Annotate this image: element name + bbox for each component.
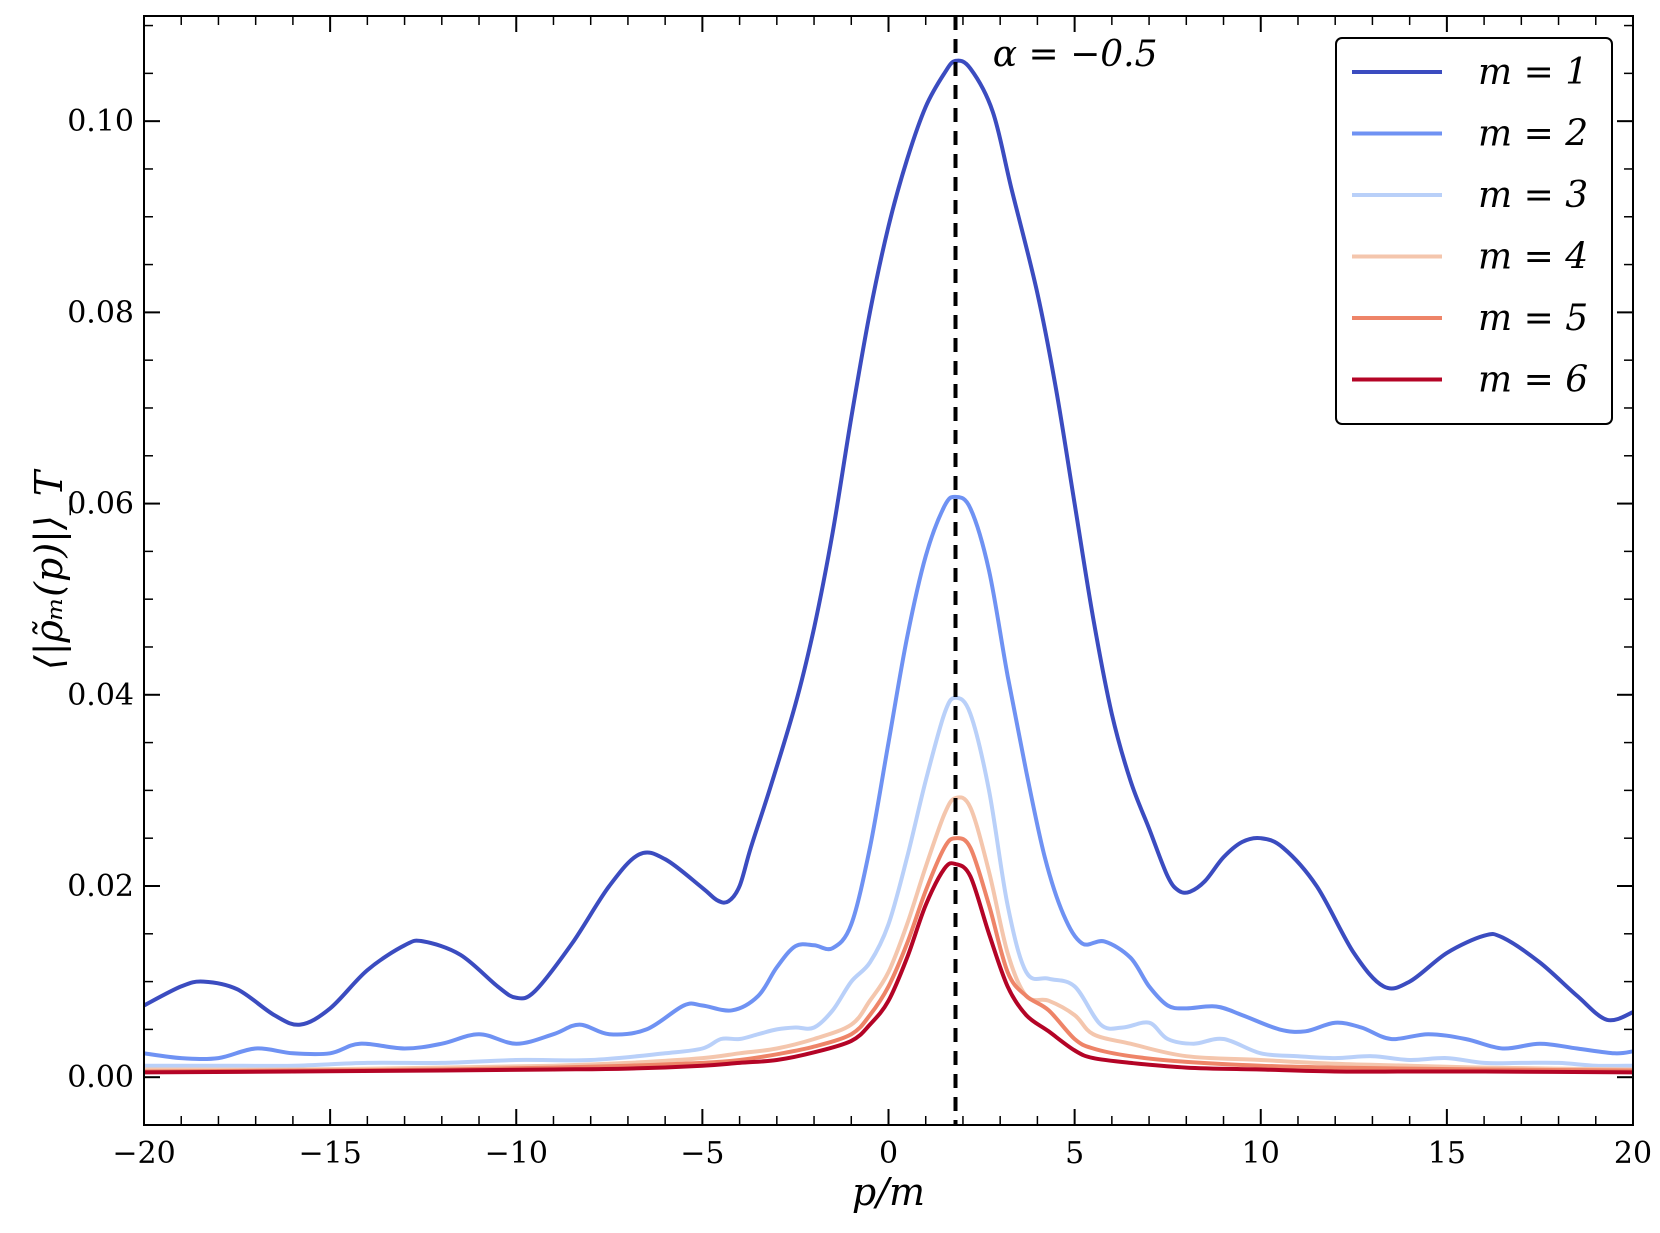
series-line-m5 [144, 836, 1633, 1074]
y-tick-label: 0.02 [67, 869, 134, 904]
series-curves [144, 58, 1633, 1075]
x-tick-label: −5 [680, 1136, 724, 1171]
x-tick-label: 10 [1242, 1136, 1280, 1171]
y-tick-labels: 0.00 0.02 0.04 0.06 0.08 0.10 [67, 104, 134, 1095]
axis-ticks [143, 16, 1634, 1126]
y-tick-label: 0.06 [67, 487, 134, 522]
y-tick-label: 0.04 [67, 678, 134, 713]
plot-frame [143, 15, 1634, 1126]
legend-label: m = 3 [1478, 175, 1588, 216]
x-tick-label: 20 [1614, 1136, 1652, 1171]
legend-label: m = 2 [1478, 114, 1588, 155]
series-line-m2 [144, 494, 1633, 1062]
x-tick-labels: −20 −15 −10 −5 0 5 10 15 20 [112, 1136, 1652, 1171]
series-line-m3 [144, 695, 1633, 1068]
alpha-annotation: α = −0.5 [993, 34, 1158, 75]
x-axis-label: p/m [852, 1170, 925, 1214]
x-tick-label: −20 [112, 1136, 175, 1171]
legend-label: m = 6 [1478, 360, 1588, 401]
legend-label: m = 5 [1478, 298, 1588, 339]
x-tick-label: −15 [298, 1136, 361, 1171]
series-line-m1 [144, 58, 1633, 1027]
x-tick-label: 0 [879, 1136, 898, 1171]
x-tick-label: 15 [1428, 1136, 1466, 1171]
x-tick-label: −10 [485, 1136, 548, 1171]
series-line-m4 [144, 795, 1633, 1072]
legend: m = 1 m = 2 m = 3 m = 4 m = 5 m = 6 [1335, 37, 1613, 425]
legend-label: m = 1 [1478, 52, 1588, 93]
y-tick-label: 0.08 [67, 295, 134, 330]
legend-label: m = 4 [1478, 237, 1588, 278]
y-tick-label: 0.10 [67, 104, 134, 139]
series-line-m6 [144, 861, 1633, 1075]
y-tick-label: 0.00 [67, 1060, 134, 1095]
x-tick-label: 5 [1065, 1136, 1084, 1171]
y-axis-label: ⟨|ρ̃ₘ(p)|⟩_T [27, 468, 72, 670]
